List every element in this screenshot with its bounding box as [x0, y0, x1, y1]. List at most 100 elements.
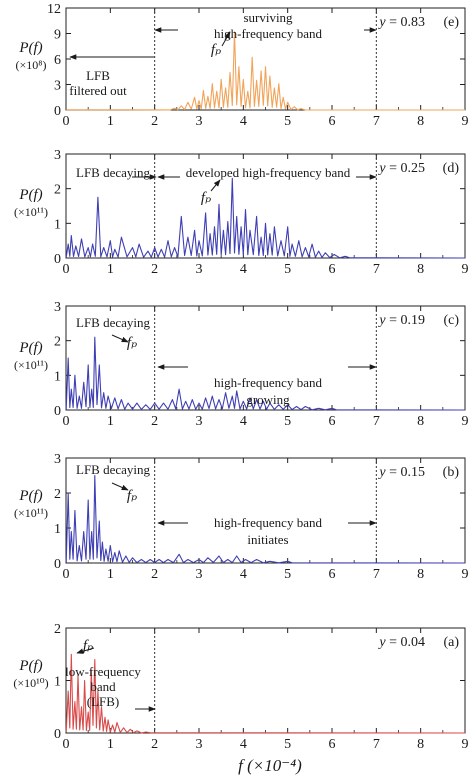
- x-tick-label: 3: [196, 114, 203, 129]
- y-tick-label: 2: [54, 335, 61, 350]
- annotation-text: LFB decaying: [76, 315, 151, 330]
- annotation-arrow: [76, 647, 95, 654]
- panel-label: (c): [443, 313, 459, 328]
- annotation-text: fₚ: [83, 638, 93, 654]
- annotation-text: LFB: [86, 68, 110, 83]
- x-axis-label: f (×10⁻⁴): [238, 756, 302, 775]
- ylabel-text: P(f): [19, 187, 43, 203]
- annotation-text: fₚ: [201, 190, 211, 206]
- annotation-arrow: [221, 31, 231, 47]
- annotation-text: low-frequency: [65, 664, 141, 679]
- y-tick-label: 0: [54, 557, 61, 572]
- panel-label: (a): [443, 635, 459, 650]
- y-tick-label: 1: [54, 369, 61, 384]
- x-tick-label: 9: [462, 114, 469, 129]
- y-tick-label: 12: [47, 2, 61, 17]
- y-annotation: y = 0.25: [377, 161, 425, 176]
- x-tick-label: 8: [417, 737, 424, 752]
- x-tick-label: 2: [151, 414, 158, 429]
- x-tick-label: 3: [196, 414, 203, 429]
- annotation-text: developed high-frequency band: [186, 165, 351, 180]
- x-tick-label: 2: [151, 737, 158, 752]
- x-tick-label: 1: [107, 567, 114, 582]
- y-annotation: y = 0.15: [377, 465, 425, 480]
- x-tick-label: 4: [240, 414, 247, 429]
- x-tick-label: 6: [329, 114, 336, 129]
- x-tick-label: 1: [107, 414, 114, 429]
- x-tick-label: 8: [417, 414, 424, 429]
- x-tick-label: 6: [329, 414, 336, 429]
- x-tick-label: 7: [373, 737, 380, 752]
- annotation-text: filtered out: [69, 83, 127, 98]
- panel-label: (b): [443, 465, 460, 480]
- y-tick-label: 3: [54, 148, 61, 163]
- x-tick-label: 1: [107, 114, 114, 129]
- x-tick-label: 3: [196, 262, 203, 277]
- spectrum-line: [65, 177, 466, 259]
- panel-c: 0 1 2 3 4 5 6 7 8 9 0 1 2 3 (c) y = 0.19 LFB decaying hig…: [54, 300, 469, 429]
- y-tick-label: 3: [54, 452, 61, 467]
- x-tick-label: 1: [107, 737, 114, 752]
- y-tick-label: 0: [54, 104, 61, 119]
- ylabel-multiplier: (×10¹¹): [14, 205, 48, 219]
- y-tick-label: 6: [54, 53, 61, 68]
- y-tick-label: 1: [54, 675, 61, 690]
- x-tick-label: 6: [329, 262, 336, 277]
- ylabel-panel-d: P(f) (×10¹¹): [2, 187, 60, 221]
- y-tick-label: 0: [54, 404, 61, 419]
- y-annotation: y = 0.83: [377, 15, 425, 30]
- annotation-text: fₚ: [127, 335, 137, 351]
- x-tick-label: 3: [196, 567, 203, 582]
- x-tick-label: 4: [240, 114, 247, 129]
- annotation-text: LFB decaying: [76, 165, 151, 180]
- y-tick-label: 9: [54, 28, 61, 43]
- ylabel-panel-c: P(f) (×10¹¹): [2, 340, 60, 374]
- y-tick-label: 2: [54, 487, 61, 502]
- spectrum-line: [65, 653, 466, 734]
- x-tick-label: 8: [417, 114, 424, 129]
- x-tick-label: 5: [284, 262, 291, 277]
- x-tick-label: 3: [196, 737, 203, 752]
- ylabel-panel-a: P(f) (×10¹⁰): [2, 658, 60, 692]
- y-annotation: y = 0.04: [377, 635, 425, 650]
- y-tick-label: 3: [54, 79, 61, 94]
- x-tick-label: 4: [240, 737, 247, 752]
- panel-b: 0 1 2 3 4 5 6 7 8 9 0 1 2 3 (b) y = 0.15 LFB decaying hig…: [54, 452, 469, 582]
- ylabel-text: P(f): [19, 488, 43, 504]
- annotation-arrow: [210, 179, 221, 192]
- x-tick-label: 9: [462, 414, 469, 429]
- panel-a: 0 1 2 3 4 5 6 7 8 9 0 1 2 (a) y = 0.04 low-frequencyban…: [54, 622, 469, 752]
- x-tick-label: 7: [373, 414, 380, 429]
- panel-label: (e): [443, 15, 459, 30]
- annotation-text: fₚ: [211, 42, 221, 58]
- x-tick-label: 5: [284, 737, 291, 752]
- y-tick-label: 2: [54, 183, 61, 198]
- y-tick-label: 0: [54, 252, 61, 267]
- annotation-text: high-frequency band: [214, 375, 322, 390]
- annotation-text: fₚ: [127, 488, 137, 504]
- y-tick-label: 2: [54, 622, 61, 637]
- ylabel-text: P(f): [19, 340, 43, 356]
- annotation-text: band: [90, 679, 116, 694]
- spectrum-line: [65, 336, 466, 411]
- annotation-text: high-frequency band: [214, 515, 322, 530]
- x-tick-label: 2: [151, 114, 158, 129]
- y-annotation: y = 0.19: [377, 313, 425, 328]
- y-tick-label: 0: [54, 727, 61, 742]
- x-tick-label: 7: [373, 567, 380, 582]
- x-tick-label: 4: [240, 567, 247, 582]
- y-tick-label: 1: [54, 522, 61, 537]
- ylabel-text: P(f): [19, 40, 43, 56]
- annotation-text: (LFB): [87, 694, 120, 709]
- annotation-text: growing: [246, 392, 290, 407]
- spectrum-line: [65, 474, 466, 564]
- panel-label: (d): [443, 161, 460, 176]
- x-tick-label: 4: [240, 262, 247, 277]
- spectrum-line: [66, 31, 465, 111]
- x-tick-label: 5: [284, 114, 291, 129]
- annotation-arrow: [111, 334, 129, 343]
- y-tick-label: 1: [54, 217, 61, 232]
- ylabel-multiplier: (×10⁸): [15, 58, 47, 72]
